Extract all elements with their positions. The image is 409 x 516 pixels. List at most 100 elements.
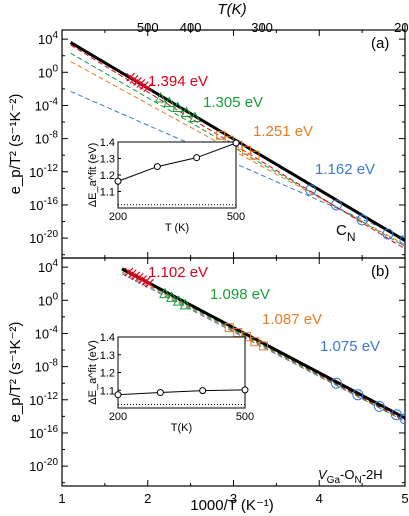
y-tick-label: 100 — [38, 63, 58, 80]
x-tick-label: 1 — [58, 491, 65, 506]
inset-point — [114, 177, 122, 185]
energy-label-red: 1.394 eV — [148, 73, 208, 90]
y-tick-label: 10-20 — [29, 457, 58, 474]
inset-point — [232, 139, 240, 147]
x-tick-label: 5 — [401, 491, 408, 506]
inset-y-tick-label: 1.4 — [100, 332, 115, 344]
inset-point — [156, 389, 164, 397]
x-axis-title: 1000/T (K⁻¹) — [190, 497, 274, 514]
marker-x — [145, 278, 154, 288]
y-tick-label: 10-12 — [29, 163, 58, 180]
inset-y-tick-label: 1.2 — [100, 368, 115, 380]
y-tick-label: 10-4 — [35, 96, 59, 113]
panel-a: 104 100 10-4 10-8 10-12 10-16 10-20 e_p/T² (s⁻¹… — [7, 29, 406, 259]
marker-triangle — [172, 295, 185, 306]
marker-square — [224, 323, 234, 333]
inset-frame — [117, 141, 237, 209]
marker-triangle — [159, 287, 171, 299]
y-tick-label: 100 — [38, 291, 58, 308]
x-tick-label: 4 — [316, 491, 323, 506]
y-tick-label: 10-16 — [29, 424, 58, 441]
inset: 1.4 1.3 1.2 1.1 200 500 T(K) ΔE_a^fit (eV) — [87, 332, 254, 434]
marker-circle — [356, 214, 368, 226]
inset-point — [114, 391, 122, 399]
energy-label-orange: 1.251 eV — [253, 123, 313, 140]
top-tick-label: 500 — [137, 20, 159, 35]
marker-circle — [330, 199, 342, 211]
marker-circle — [399, 235, 405, 247]
inset-frame — [117, 336, 246, 409]
fit-line-green — [70, 52, 405, 247]
fit-line-total — [121, 267, 405, 420]
inset-point — [241, 386, 249, 394]
marker-square — [250, 150, 260, 160]
inset-y-tick-label: 1.4 — [100, 137, 115, 149]
inset-line — [117, 389, 246, 396]
marker-triangle — [171, 101, 184, 113]
y-tick-label: 10-8 — [35, 358, 59, 375]
marker-circle — [373, 400, 385, 412]
markers — [126, 72, 405, 247]
inset-y-tick-label: 1.3 — [100, 350, 115, 362]
fit-lines — [121, 267, 405, 422]
marker-triangle — [163, 96, 176, 108]
inset-x-tick-label: 500 — [227, 211, 245, 223]
inset-y-tick-label: 1.2 — [100, 170, 115, 182]
marker-triangle — [180, 106, 193, 117]
marker-triangle — [154, 91, 167, 103]
inset-line — [117, 142, 237, 182]
panel-tag: (a) — [371, 35, 389, 52]
energy-label-blue: 1.162 eV — [315, 161, 375, 178]
inset-x-label: T(K) — [171, 422, 192, 434]
inset-x-label: T (K) — [165, 222, 189, 234]
top-tick-label: 400 — [180, 20, 202, 35]
marker-square — [216, 130, 226, 140]
marker-triangle — [179, 298, 192, 310]
marker-triangle — [189, 111, 201, 122]
top-tick-label: 200 — [394, 20, 409, 35]
marker-square — [241, 145, 251, 155]
marker-circle — [382, 228, 394, 240]
panel-tag: (b) — [371, 263, 389, 280]
marker-circle — [305, 184, 317, 196]
marker-circle — [399, 413, 405, 425]
inset-x-tick-label: 500 — [236, 411, 254, 423]
marker-triangle — [165, 291, 178, 302]
y-axis-title: e_p/T² (s⁻¹K⁻²) — [7, 94, 24, 195]
energy-label-orange: 1.087 eV — [262, 311, 322, 328]
inset-point — [193, 154, 201, 162]
inset-y-tick-label: 1.1 — [100, 385, 115, 397]
top-tick-label: 300 — [251, 20, 273, 35]
inset-point — [153, 163, 161, 171]
marker-square — [250, 337, 260, 347]
inset-y-tick-label: 1.1 — [100, 187, 115, 199]
inset-x-tick-label: 200 — [109, 411, 127, 423]
y-tick-label: 10-12 — [29, 391, 58, 408]
marker-square — [259, 341, 269, 351]
defect-label: VGa-ON-2H — [318, 467, 383, 486]
y-tick-label: 104 — [38, 30, 58, 47]
marker-circle — [330, 377, 342, 389]
y-tick-label: 10-4 — [35, 324, 59, 341]
inset: 1.4 1.3 1.2 1.1 200 500 T (K) ΔE_a^fit (eV) — [87, 137, 245, 234]
x-tick-label: 2 — [144, 491, 151, 506]
fit-line-green — [121, 269, 405, 422]
inset-point — [199, 387, 207, 395]
inset-y-label: ΔE_a^fit (eV) — [87, 340, 99, 404]
top-axis-title: T(K) — [217, 1, 246, 18]
panel-b: 1 2 3 4 5 104 100 10-4 10-8 10-12 10-16 10-20 e_p/T²… — [7, 257, 409, 506]
energy-label-green: 1.098 eV — [210, 286, 270, 303]
y-tick-label: 104 — [38, 258, 58, 275]
y-tick-label: 10-8 — [35, 130, 59, 147]
y-axis-title: e_p/T² (s⁻¹K⁻²) — [7, 322, 24, 423]
marker-circle — [352, 389, 364, 401]
defect-label: CN — [336, 222, 356, 244]
energy-label-green: 1.305 eV — [203, 94, 263, 111]
x-tick-label: 3 — [230, 491, 237, 506]
marker-x — [143, 83, 153, 93]
y-tick-label: 10-20 — [29, 229, 58, 246]
top-axis-ticks: 500 400 300 200 — [137, 20, 409, 35]
y-tick-label: 10-16 — [29, 196, 58, 213]
inset-y-tick-label: 1.3 — [100, 154, 115, 166]
